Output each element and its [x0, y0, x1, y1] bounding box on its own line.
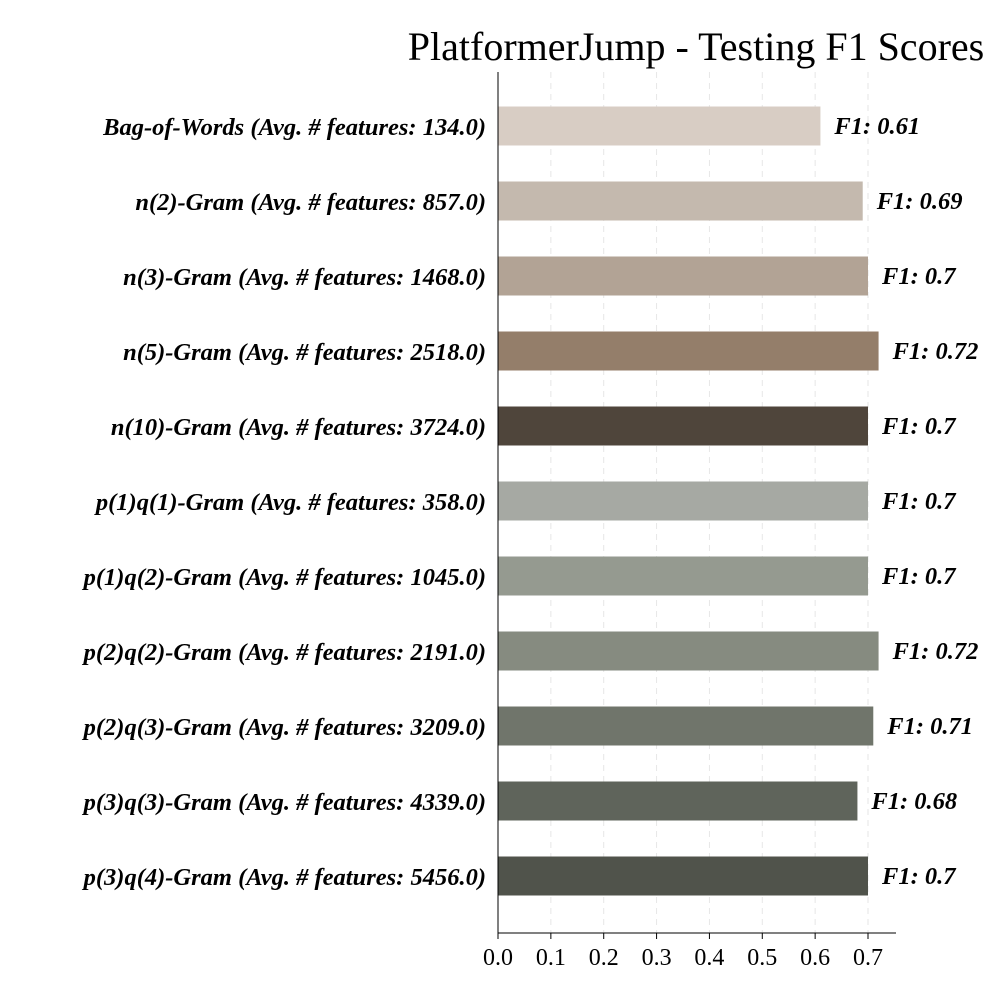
value-label: F1: 0.68: [870, 788, 957, 815]
x-tick-label: 0.7: [853, 945, 883, 971]
bar: [498, 556, 868, 596]
value-label: F1: 0.69: [876, 188, 963, 215]
value-label: F1: 0.7: [881, 413, 957, 440]
value-label: F1: 0.72: [892, 638, 979, 665]
value-label: F1: 0.72: [892, 338, 979, 365]
category-label: n(10)-Gram (Avg. # features: 3724.0): [111, 414, 486, 441]
x-tick-label: 0.2: [589, 945, 619, 971]
x-tick-label: 0.3: [642, 945, 672, 971]
value-label: F1: 0.71: [886, 713, 973, 740]
bar: [498, 331, 879, 371]
x-tick-label: 0.5: [747, 945, 777, 971]
x-tick-label: 0.6: [800, 945, 830, 971]
bar: [498, 481, 868, 521]
value-label: F1: 0.7: [881, 263, 957, 290]
category-label: Bag-of-Words (Avg. # features: 134.0): [102, 114, 486, 141]
value-label: F1: 0.7: [881, 863, 957, 890]
category-label: p(1)q(2)-Gram (Avg. # features: 1045.0): [82, 564, 486, 591]
category-label: p(3)q(3)-Gram (Avg. # features: 4339.0): [82, 789, 486, 816]
axes: [497, 72, 896, 934]
value-label: F1: 0.7: [881, 563, 957, 590]
bar: [498, 256, 868, 296]
category-label: p(1)q(1)-Gram (Avg. # features: 358.0): [94, 489, 486, 516]
category-label: n(2)-Gram (Avg. # features: 857.0): [135, 189, 486, 216]
bar: [498, 181, 863, 221]
value-labels: F1: 0.61 F1: 0.69 F1: 0.7 F1: 0.72 F1: 0.7 F1…: [833, 113, 978, 890]
x-tick-label: 0.0: [483, 945, 513, 971]
category-label: p(2)q(3)-Gram (Avg. # features: 3209.0): [82, 714, 486, 741]
value-label: F1: 0.61: [833, 113, 920, 140]
bars-layer: [498, 106, 879, 896]
x-ticks: 0.0 0.1 0.2 0.3 0.4 0.5 0.6 0.7: [483, 933, 883, 971]
value-label: F1: 0.7: [881, 488, 957, 515]
category-label: n(3)-Gram (Avg. # features: 1468.0): [123, 264, 486, 291]
bar: [498, 856, 868, 896]
bar: [498, 781, 858, 821]
category-label: p(3)q(4)-Gram (Avg. # features: 5456.0): [82, 864, 486, 891]
category-label: p(2)q(2)-Gram (Avg. # features: 2191.0): [82, 639, 486, 666]
category-labels: Bag-of-Words (Avg. # features: 134.0) n(2…: [82, 114, 486, 891]
x-tick-label: 0.1: [536, 945, 566, 971]
x-tick-label: 0.4: [694, 945, 724, 971]
bar: [498, 631, 879, 671]
chart-title: PlatformerJump - Testing F1 Scores: [408, 24, 984, 69]
category-label: n(5)-Gram (Avg. # features: 2518.0): [123, 339, 486, 366]
bar: [498, 706, 874, 746]
bar: [498, 106, 821, 146]
bar: [498, 406, 868, 446]
